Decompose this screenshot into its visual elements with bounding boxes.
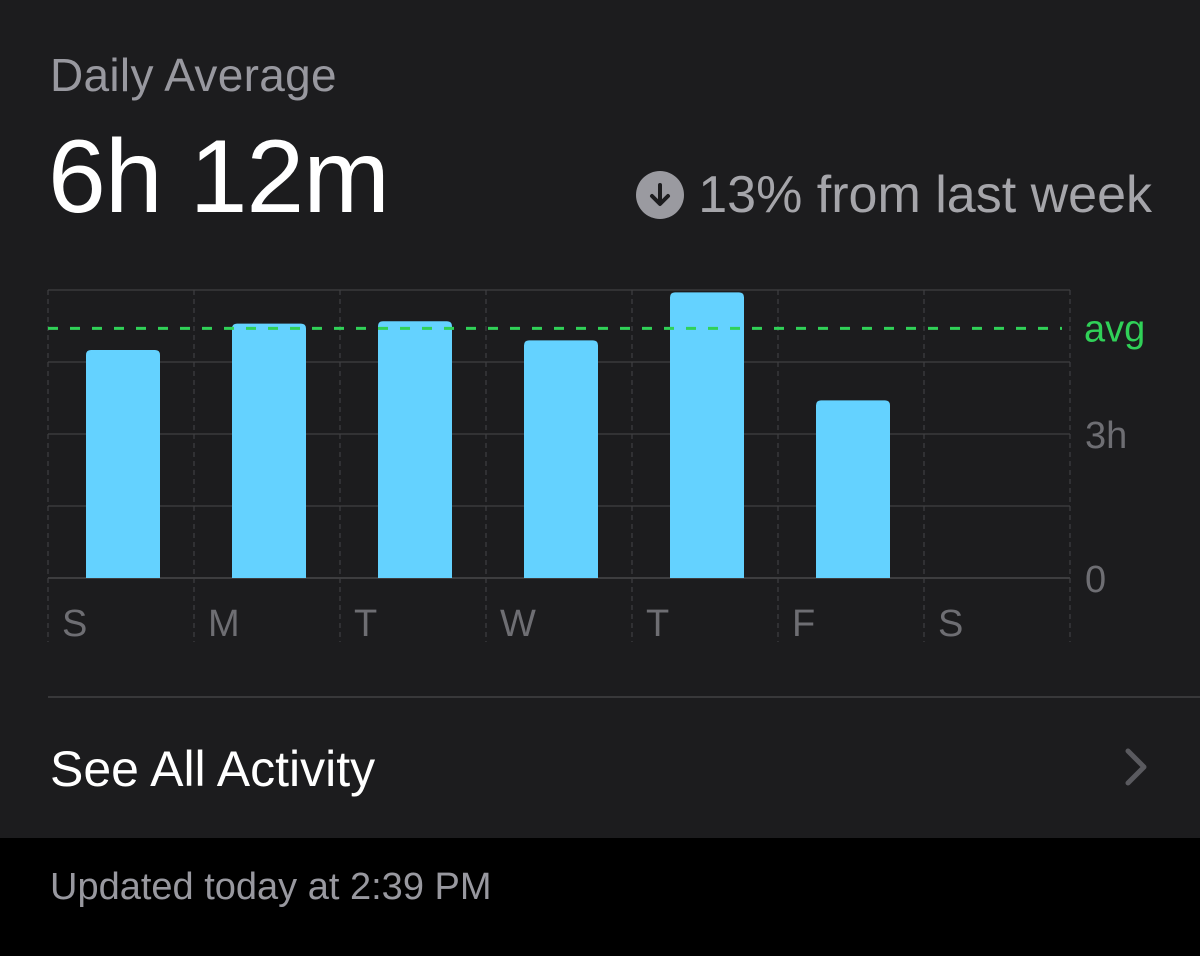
average-label: avg <box>1084 308 1145 350</box>
bar-3 <box>524 340 598 578</box>
see-all-activity-button[interactable]: See All Activity <box>0 700 1200 838</box>
bar-1 <box>232 323 306 578</box>
day-label: F <box>792 603 815 645</box>
see-all-activity-label: See All Activity <box>50 741 376 797</box>
updated-timestamp: Updated today at 2:39 PM <box>50 866 492 908</box>
daily-usage-chart: S M T W T F S 0 3h avg <box>47 289 1145 645</box>
bar-2 <box>378 321 452 578</box>
day-label: S <box>938 603 963 645</box>
y-tick-label: 3h <box>1085 415 1127 457</box>
day-label: M <box>208 603 240 645</box>
arrow-down-circle-icon <box>636 171 685 219</box>
weekly-change: 13% from last week <box>636 165 1152 225</box>
screen-time-card: Daily Average 6h 12m 13% from last week … <box>0 49 1200 838</box>
day-label: W <box>500 603 536 645</box>
bar-0 <box>86 350 160 578</box>
bar-4 <box>670 292 744 578</box>
day-label: T <box>354 603 377 645</box>
y-tick-label: 0 <box>1085 559 1106 601</box>
card-title: Daily Average <box>50 49 337 101</box>
daily-average-value: 6h 12m <box>48 119 390 235</box>
weekly-change-text: 13% from last week <box>698 166 1152 224</box>
divider <box>48 696 1200 698</box>
bar-5 <box>816 400 890 578</box>
footer: Updated today at 2:39 PM <box>0 838 1200 956</box>
day-label: T <box>646 603 669 645</box>
chevron-right-icon <box>1122 745 1150 794</box>
day-label: S <box>62 603 87 645</box>
